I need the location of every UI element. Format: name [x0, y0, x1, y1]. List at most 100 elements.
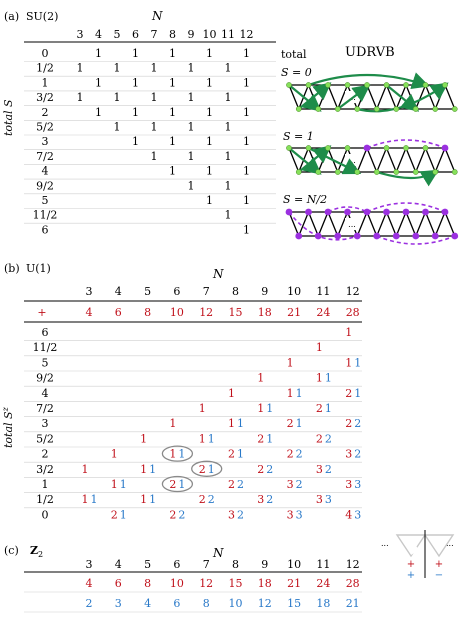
panel-a-cell: 1 [225, 179, 232, 192]
panel-b-cell-minus: 1 [296, 387, 303, 400]
panel-b-sz-label: 3/2 [36, 463, 54, 476]
panel-b-cell-plus: 1 [287, 387, 294, 400]
panel-b-cell-minus: 1 [178, 448, 185, 461]
panel-a-cell: 1 [188, 62, 195, 75]
lattice-site [373, 232, 381, 240]
lattice-site [403, 82, 409, 88]
panel-b-cell-plus: 1 [199, 402, 206, 415]
z2-legend-minus-blue-right: − [435, 570, 443, 581]
panel-b-plus-value: 24 [316, 306, 330, 319]
panel-b-cell-plus: 1 [345, 326, 352, 339]
panel-b-cell-plus: 3 [345, 478, 352, 491]
panel-b-plus-value: 15 [229, 306, 243, 319]
panel-b-cell-minus: 3 [325, 493, 332, 506]
lattice-site [295, 232, 303, 240]
panel-b-plus-value: 12 [199, 306, 213, 319]
panel-b-n-5: 5 [144, 285, 151, 298]
panel-b-n-4: 4 [115, 285, 122, 298]
panel-b-sz-label: 2 [42, 448, 49, 461]
panel-b-cell-minus: 2 [208, 493, 215, 506]
panel-a-cell: 1 [132, 135, 139, 148]
lattice-site [305, 82, 312, 88]
panel-b-cell-minus: 2 [325, 432, 332, 445]
panel-c-minus-value: 18 [316, 597, 330, 610]
panel-b-cell-minus: 2 [237, 478, 244, 491]
lattice-site [422, 208, 429, 216]
panel-b-cell-minus: 1 [120, 508, 127, 521]
panel-c-minus-value: 2 [86, 597, 93, 610]
panel-b-group: U(1) [26, 262, 51, 275]
panel-a-cell: 1 [169, 76, 176, 89]
panel-b-cell-plus: 1 [257, 372, 264, 385]
panel-b-cell-minus: 2 [266, 493, 273, 506]
panel-a-table: 0 1 1 1 1 11/2 1 1 1 1 11 1 1 1 1 13/2 1 1 1 1 12 1 1 1 1 15/2 1 1 1… [24, 47, 276, 236]
panel-b-cell-plus: 2 [228, 448, 235, 461]
panel-a-s-label: 1 [42, 76, 49, 89]
panel-c: (c) Z2 N 3 4 5 6 7 8 9 10 11 12 4 6 8 10 12 15 18 21 24 28… [4, 530, 455, 613]
panel-b-sz-label: 7/2 [36, 402, 54, 415]
panel-b-plus-value: 6 [115, 306, 122, 319]
panel-a-cell: 1 [169, 165, 176, 178]
panel-b-sz-label: 6 [42, 326, 49, 339]
panel-b-plus-value: 28 [346, 306, 360, 319]
lattice-site [451, 232, 459, 240]
lattice-ellipsis: ... [348, 220, 356, 229]
panel-c-minus-value: 8 [203, 597, 210, 610]
lattice-site [392, 232, 400, 240]
panel-b-sz-label: 5 [42, 356, 49, 369]
panel-b-cell-plus: 2 [287, 417, 294, 430]
panel-b-cell-minus: 1 [237, 417, 244, 430]
panel-b-n-10: 10 [287, 285, 301, 298]
panel-a-cell: 1 [225, 150, 232, 163]
lattice-site [315, 106, 322, 112]
z2-legend-triangles [395, 534, 455, 558]
panel-b-cell-plus: 3 [316, 493, 323, 506]
panel-c-plus-value: 18 [258, 577, 272, 590]
panel-a-s-label: 3/2 [36, 91, 54, 104]
panel-b-sz-label: 3 [42, 417, 49, 430]
lattice-site [403, 145, 409, 151]
panel-b-circle [161, 475, 194, 493]
panel-c-minus-value: 6 [173, 597, 180, 610]
panel-b-cell-minus: 2 [237, 508, 244, 521]
panel-b-cell-minus: 1 [354, 356, 361, 369]
panel-a-cell: 1 [225, 121, 232, 134]
panel-a-n-5: 5 [114, 28, 121, 41]
lattice-site [383, 82, 390, 88]
panel-a-s-label: 0 [42, 47, 49, 60]
panel-a-cell: 1 [243, 194, 250, 207]
panel-b-cell-plus: 2 [169, 478, 176, 491]
lattice-site [373, 169, 380, 175]
lattice-site [286, 82, 292, 88]
lattice-site [334, 232, 342, 240]
udrvb-illustration: UDRVB total S = 0 S = 1 S = N/2 ........… [281, 45, 459, 245]
panel-a-cell: 1 [225, 62, 232, 75]
panel-c-n-4: 4 [115, 558, 122, 571]
panel-b-cell-plus: 1 [257, 402, 264, 415]
panel-b-cell-plus: 2 [257, 432, 264, 445]
panel-a-cell: 1 [114, 121, 121, 134]
panel-a-letter: (a) [4, 10, 19, 23]
lattice-site [334, 169, 341, 175]
panel-c-letter: (c) [4, 544, 19, 557]
lattice-site [383, 208, 390, 216]
panel-a-s-label: 2 [42, 106, 49, 119]
panel-a-n-6: 6 [132, 28, 139, 41]
udrvb-sn-label: S = N/2 [283, 193, 327, 206]
panel-b-sz-label: 0 [42, 508, 49, 521]
panel-b-circle [191, 460, 223, 477]
lattice-site [315, 169, 322, 175]
z2-legend-dots-left: ... [381, 539, 389, 548]
lattice-site [325, 82, 331, 88]
panel-a-s-label: 5 [42, 194, 49, 207]
panel-a-cell: 1 [188, 91, 195, 104]
lattice-ellipsis: ... [348, 156, 356, 165]
lattice-site [402, 208, 410, 216]
lattice-site [383, 145, 390, 151]
panel-c-plus-value: 4 [86, 577, 93, 590]
panel-c-plus-value: 15 [229, 577, 243, 590]
panel-b-cell-plus: 1 [82, 493, 89, 506]
panel-b-circled-entries [161, 445, 223, 493]
panel-b-cell-minus: 1 [178, 478, 185, 491]
lattice-site [441, 144, 449, 152]
